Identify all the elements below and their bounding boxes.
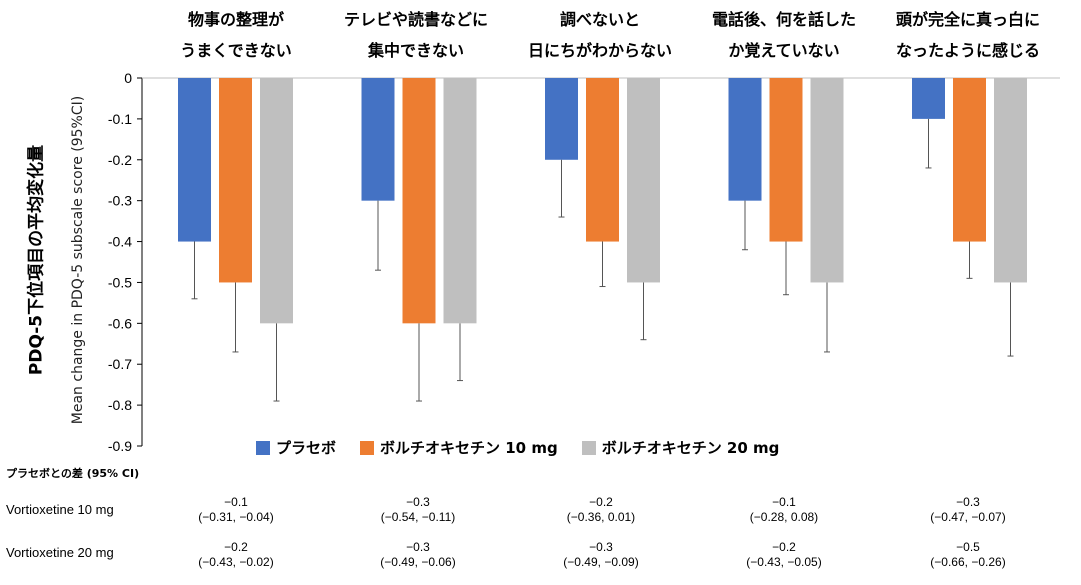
bar [810,78,844,283]
legend: プラセボ ボルチオキセチン 10 mg ボルチオキセチン 20 mg [256,437,779,458]
table-cell: −0.2 (−0.36, 0.01) [566,495,636,524]
bar [953,78,986,242]
legend-swatch-placebo [256,440,270,455]
table-cell: −0.5 (−0.66, −0.26) [930,540,1006,569]
row-label-20mg: Vortioxetine 20 mg [6,545,114,560]
legend-swatch-20mg [581,440,596,455]
row-label-10mg: Vortioxetine 10 mg [6,502,114,517]
bars-group [178,78,1027,402]
y-tick-label: -0.5 [108,274,132,290]
bar [769,78,803,242]
diff-table-header: プラセボとの差 (95% CI) [6,467,140,480]
bar [260,78,293,324]
y-tick-label: -0.7 [108,356,132,372]
y-axis-ticks: 0 -0.1 -0.2 -0.3 -0.4 -0.5 -0.6 -0.7 -0.8 -0.9 [108,70,142,454]
category-title-1: 物事の整理が うまくできない [180,10,292,60]
table-cell: −0.1 (−0.28, 0.08) [749,495,819,524]
bar [219,78,252,283]
legend-swatch-10mg [360,440,375,455]
y-tick-label: -0.6 [108,315,132,331]
bar [728,78,762,201]
y-tick-label: -0.2 [108,152,132,168]
bar [912,78,945,119]
table-cell: −0.3 (−0.49, −0.06) [380,540,456,569]
legend-label-20mg: ボルチオキセチン 20 mg [601,439,780,457]
legend-label-placebo: プラセボ [276,439,337,457]
legend-item-10mg: ボルチオキセチン 10 mg [360,437,558,458]
y-tick-label: -0.1 [108,111,132,127]
table-cell: −0.2 (−0.43, −0.05) [746,540,822,569]
bar [178,78,211,242]
bar [361,78,395,201]
legend-label-10mg: ボルチオキセチン 10 mg [380,439,558,457]
category-title-2: テレビや読書などに 集中できない [343,10,488,60]
category-title-3: 調べないと 日にちがわからない [527,10,672,60]
table-cell: −0.3 (−0.49, −0.09) [563,540,639,569]
y-tick-label: -0.8 [108,397,132,413]
table-cell: −0.3 (−0.47, −0.07) [930,495,1006,524]
y-tick-label: 0 [124,70,132,86]
bar [443,78,477,324]
bar [586,78,619,242]
legend-item-20mg: ボルチオキセチン 20 mg [581,437,780,458]
category-title-4: 電話後、何を話した か覚えていない [711,10,856,60]
table-cell: −0.3 (−0.54, −0.11) [380,495,456,524]
bar [545,78,578,160]
table-cell: −0.1 (−0.31, −0.04) [198,495,274,524]
bar [994,78,1027,283]
legend-item-placebo: プラセボ [256,437,336,458]
y-tick-label: -0.9 [108,438,132,454]
bar [627,78,660,283]
category-title-5: 頭が完全に真っ白に なったように感じる [895,10,1040,60]
y-tick-label: -0.4 [108,234,132,250]
bar [402,78,436,324]
y-tick-label: -0.3 [108,193,132,209]
bar-chart: 0 -0.1 -0.2 -0.3 -0.4 -0.5 -0.6 -0.7 -0.8 -0.9 [108,70,1060,454]
table-cell: −0.2 (−0.43, −0.02) [198,540,274,569]
